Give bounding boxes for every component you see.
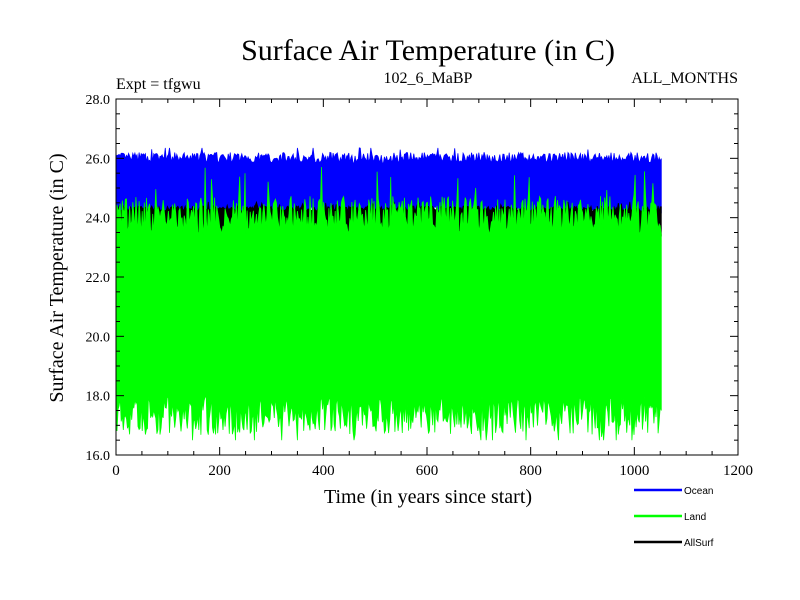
y-tick-label: 22.0 bbox=[86, 271, 111, 286]
x-tick-label: 600 bbox=[416, 463, 439, 479]
x-tick-label: 200 bbox=[208, 463, 231, 479]
x-tick-label: 400 bbox=[312, 463, 335, 479]
chart-title: Surface Air Temperature (in C) bbox=[241, 34, 615, 67]
y-tick-label: 18.0 bbox=[86, 390, 111, 405]
y-tick-label: 26.0 bbox=[86, 152, 111, 167]
legend: Ocean Land AllSurf bbox=[634, 486, 714, 549]
y-tick-label: 20.0 bbox=[86, 330, 111, 345]
legend-label-ocean: Ocean bbox=[684, 486, 713, 497]
chart-subtitle-left: Expt = tfgwu bbox=[116, 76, 201, 93]
x-tick-label: 1200 bbox=[723, 463, 753, 479]
y-tick-label: 24.0 bbox=[86, 212, 111, 227]
x-tick-label: 1000 bbox=[619, 463, 649, 479]
legend-label-allsurf: AllSurf bbox=[684, 538, 714, 549]
y-axis-label: Surface Air Temperature (in C) bbox=[46, 153, 68, 402]
x-tick-label: 800 bbox=[519, 463, 542, 479]
series-land bbox=[115, 166, 662, 441]
chart-subtitle-right: ALL_MONTHS bbox=[631, 70, 738, 87]
plot-area bbox=[115, 147, 662, 441]
x-tick-label: 0 bbox=[112, 463, 120, 479]
y-tick-label: 16.0 bbox=[86, 449, 111, 464]
chart-subtitle-center: 102_6_MaBP bbox=[384, 70, 473, 87]
y-tick-label: 28.0 bbox=[86, 93, 111, 108]
legend-label-land: Land bbox=[684, 512, 706, 523]
x-axis-label: Time (in years since start) bbox=[324, 486, 532, 508]
axes: 0 200 400 600 800 1000 1200 16.0 18.0 20.0 22.0 24.… bbox=[86, 93, 754, 479]
